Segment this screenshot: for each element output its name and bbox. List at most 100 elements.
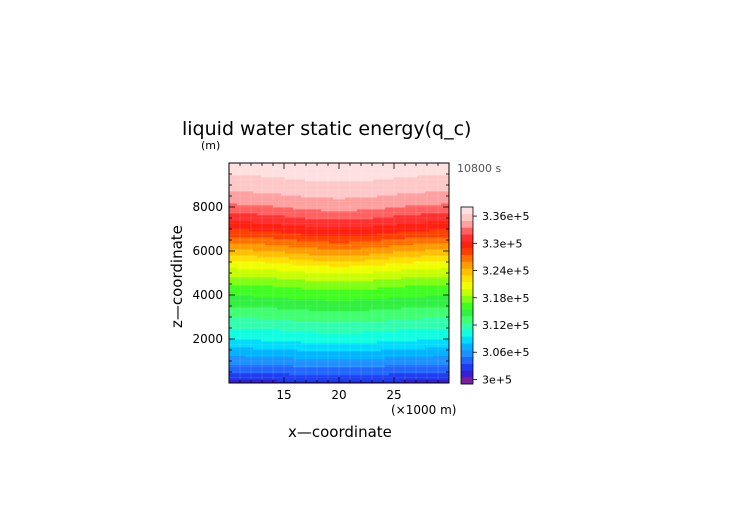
heatmap-cell bbox=[285, 251, 290, 254]
heatmap-cell bbox=[241, 317, 246, 320]
heatmap-cell bbox=[365, 229, 370, 232]
heatmap-cell bbox=[433, 371, 438, 374]
heatmap-cell bbox=[321, 257, 326, 260]
heatmap-cell bbox=[365, 293, 370, 296]
heatmap-cell bbox=[305, 287, 310, 290]
heatmap-cell bbox=[333, 255, 338, 258]
heatmap-cell bbox=[305, 319, 310, 322]
heatmap-cell bbox=[277, 219, 282, 222]
heatmap-cell bbox=[413, 347, 418, 350]
heatmap-cell bbox=[409, 231, 414, 234]
heatmap-cell bbox=[293, 249, 298, 252]
heatmap-cell bbox=[289, 249, 294, 252]
heatmap-cell bbox=[373, 279, 378, 282]
heatmap-cell bbox=[389, 375, 394, 378]
heatmap-cell bbox=[261, 227, 266, 230]
heatmap-cell bbox=[381, 355, 386, 358]
heatmap-cell bbox=[257, 225, 262, 228]
heatmap-cell bbox=[437, 251, 442, 254]
heatmap-cell bbox=[389, 341, 394, 344]
heatmap-cell bbox=[441, 287, 446, 290]
heatmap-cell bbox=[297, 353, 302, 356]
heatmap-cell bbox=[325, 343, 330, 346]
heatmap-cell bbox=[429, 289, 434, 292]
heatmap-cell bbox=[373, 319, 378, 322]
heatmap-cell bbox=[317, 365, 322, 368]
heatmap-cell bbox=[389, 257, 394, 260]
heatmap-cell bbox=[261, 235, 266, 238]
heatmap-cell bbox=[429, 279, 434, 282]
heatmap-cell bbox=[373, 223, 378, 226]
heatmap-cell bbox=[365, 279, 370, 282]
heatmap-cell bbox=[361, 327, 366, 330]
heatmap-cell bbox=[249, 287, 254, 290]
heatmap-cell bbox=[257, 297, 262, 300]
heatmap-cell bbox=[281, 215, 286, 218]
heatmap-cell bbox=[285, 329, 290, 332]
heatmap-cell bbox=[377, 369, 382, 372]
heatmap-cell bbox=[381, 225, 386, 228]
heatmap-cell bbox=[265, 345, 270, 348]
heatmap-cell bbox=[397, 221, 402, 224]
heatmap-cell bbox=[241, 295, 246, 298]
heatmap-cell bbox=[313, 295, 318, 298]
heatmap-cell bbox=[289, 273, 294, 276]
heatmap-cell bbox=[317, 215, 322, 218]
heatmap-cell bbox=[321, 363, 326, 366]
heatmap-cell bbox=[361, 371, 366, 374]
heatmap-cell bbox=[433, 323, 438, 326]
heatmap-cell bbox=[233, 309, 238, 312]
heatmap-cell bbox=[445, 377, 450, 380]
heatmap-cell bbox=[309, 333, 314, 336]
heatmap-cell bbox=[337, 307, 342, 310]
heatmap-cell bbox=[437, 259, 442, 262]
heatmap-cell bbox=[289, 375, 294, 378]
heatmap-cell bbox=[317, 241, 322, 244]
heatmap-cell bbox=[369, 315, 374, 318]
heatmap-cell bbox=[269, 271, 274, 274]
heatmap-cell bbox=[341, 355, 346, 358]
heatmap-cell bbox=[409, 285, 414, 288]
heatmap-cell bbox=[425, 223, 430, 226]
heatmap-cell bbox=[257, 361, 262, 364]
heatmap-cell bbox=[405, 373, 410, 376]
heatmap-cell bbox=[325, 201, 330, 204]
heatmap-cell bbox=[317, 379, 322, 382]
heatmap-cell bbox=[249, 371, 254, 374]
heatmap-cell bbox=[341, 317, 346, 320]
heatmap-cell bbox=[249, 261, 254, 264]
heatmap-cell bbox=[321, 267, 326, 270]
heatmap-cell bbox=[285, 211, 290, 214]
heatmap-cell bbox=[285, 249, 290, 252]
heatmap-cell bbox=[289, 363, 294, 366]
heatmap-cell bbox=[313, 357, 318, 360]
heatmap-cell bbox=[401, 223, 406, 226]
heatmap-cell bbox=[429, 203, 434, 206]
heatmap-cell bbox=[325, 337, 330, 340]
heatmap-cell bbox=[365, 325, 370, 328]
heatmap-cell bbox=[305, 201, 310, 204]
heatmap-cell bbox=[401, 245, 406, 248]
heatmap-cell bbox=[237, 363, 242, 366]
heatmap-cell bbox=[429, 379, 434, 382]
heatmap-cell bbox=[241, 305, 246, 308]
heatmap-cell bbox=[409, 301, 414, 304]
heatmap-cell bbox=[325, 371, 330, 374]
heatmap-cell bbox=[321, 239, 326, 242]
heatmap-cell bbox=[425, 361, 430, 364]
heatmap-cell bbox=[305, 251, 310, 254]
heatmap-cell bbox=[261, 283, 266, 286]
heatmap-cell bbox=[273, 237, 278, 240]
heatmap-cell bbox=[349, 263, 354, 266]
heatmap-cell bbox=[253, 205, 258, 208]
heatmap-cell bbox=[421, 251, 426, 254]
heatmap-cell bbox=[277, 239, 282, 242]
heatmap-cell bbox=[393, 323, 398, 326]
heatmap-cell bbox=[405, 223, 410, 226]
heatmap-cell bbox=[253, 241, 258, 244]
heatmap-cell bbox=[229, 267, 234, 270]
heatmap-cell bbox=[349, 355, 354, 358]
heatmap-cell bbox=[277, 305, 282, 308]
heatmap-cell bbox=[245, 301, 250, 304]
heatmap-cell bbox=[245, 363, 250, 366]
